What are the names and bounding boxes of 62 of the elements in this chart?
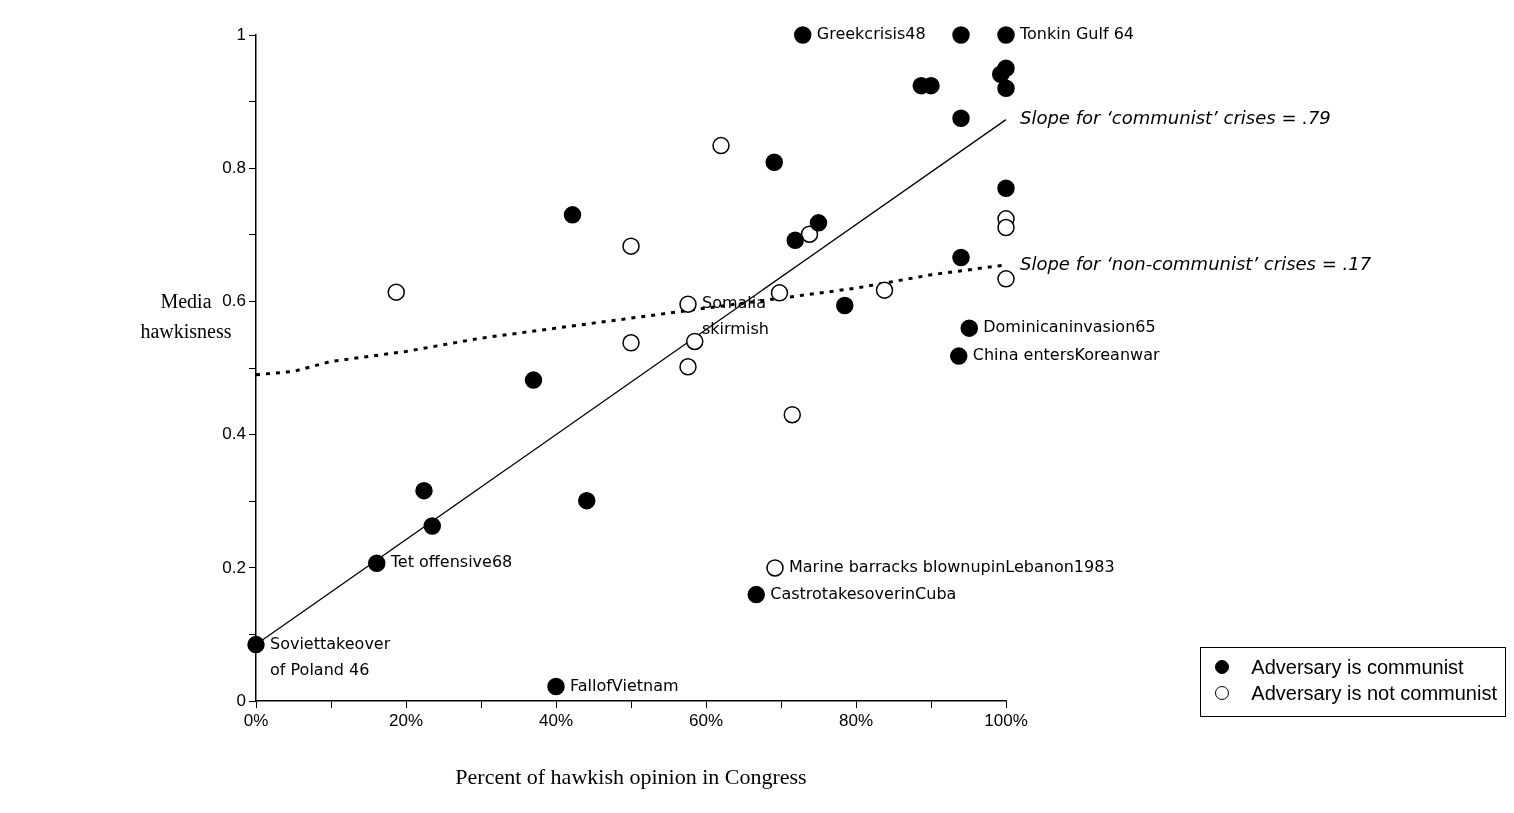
- annotation: Tonkin Gulf 64: [1019, 24, 1134, 44]
- point: [686, 332, 704, 351]
- y-tick-label: 0: [236, 690, 246, 710]
- y-tick-label: 0.6: [222, 291, 246, 311]
- point: [622, 237, 640, 255]
- point: [997, 179, 1015, 197]
- legend-label: Adversary is not communist: [1251, 681, 1497, 706]
- point: [875, 281, 894, 299]
- point: [809, 214, 828, 232]
- point: [952, 109, 970, 128]
- point: [547, 677, 565, 696]
- point: [786, 231, 804, 249]
- y-tick-label: 0.4: [222, 424, 246, 444]
- y-tick-label: 0.8: [222, 157, 246, 177]
- point: [997, 26, 1015, 44]
- point: [368, 554, 386, 573]
- point: [423, 517, 441, 535]
- annotation: Slope for ‘non-communist’ crises = .17: [1020, 252, 1372, 274]
- x-tick-label: 20%: [388, 711, 424, 731]
- point: [783, 405, 801, 424]
- y-tick-label: 0.2: [222, 557, 246, 577]
- x-axis-title: Percent of hawkish opinion in Congress: [455, 763, 807, 789]
- annotation: FallofVietnam: [570, 675, 679, 695]
- annotation: CastrotakesoverinCuba: [770, 583, 957, 603]
- point: [952, 26, 970, 44]
- x-tick-label: 40%: [538, 711, 574, 731]
- point: [794, 26, 812, 44]
- point: [524, 371, 543, 389]
- point: [679, 358, 697, 376]
- point: [836, 296, 854, 315]
- point: [415, 481, 433, 500]
- point: [766, 559, 784, 577]
- point: [622, 334, 640, 352]
- annotation: Greekcrisis48: [816, 24, 926, 44]
- point: [770, 284, 789, 302]
- point: [960, 319, 978, 337]
- annotation: Slope for ‘communist’ crises = .79: [1020, 107, 1331, 129]
- point: [765, 153, 783, 171]
- annotation: China entersKoreanwar: [972, 345, 1160, 365]
- x-tick-label: 100%: [984, 711, 1028, 731]
- point: [952, 248, 970, 267]
- annotation: Tet offensive68: [389, 552, 513, 572]
- point: [578, 491, 596, 510]
- point: [679, 295, 697, 313]
- annotation: Soviettakeover of Poland 46: [270, 633, 391, 679]
- annotation: Dominicaninvasion65: [983, 317, 1156, 337]
- point: [997, 270, 1015, 288]
- point: [997, 79, 1015, 98]
- legend-label: Adversary is communist: [1251, 655, 1464, 680]
- point: [997, 218, 1015, 237]
- annotation: Marine barracks blownupinLebanon1983: [789, 557, 1115, 577]
- x-tick-label: 60%: [688, 711, 724, 731]
- point: [247, 635, 265, 654]
- x-tick-label: 0%: [243, 711, 269, 731]
- point: [950, 347, 968, 365]
- point: [747, 585, 765, 604]
- x-tick-label: 80%: [838, 711, 874, 731]
- point: [387, 283, 405, 301]
- y-tick-label: 1: [236, 24, 246, 44]
- point: [992, 65, 1010, 84]
- point: [712, 136, 730, 155]
- point: [563, 206, 582, 224]
